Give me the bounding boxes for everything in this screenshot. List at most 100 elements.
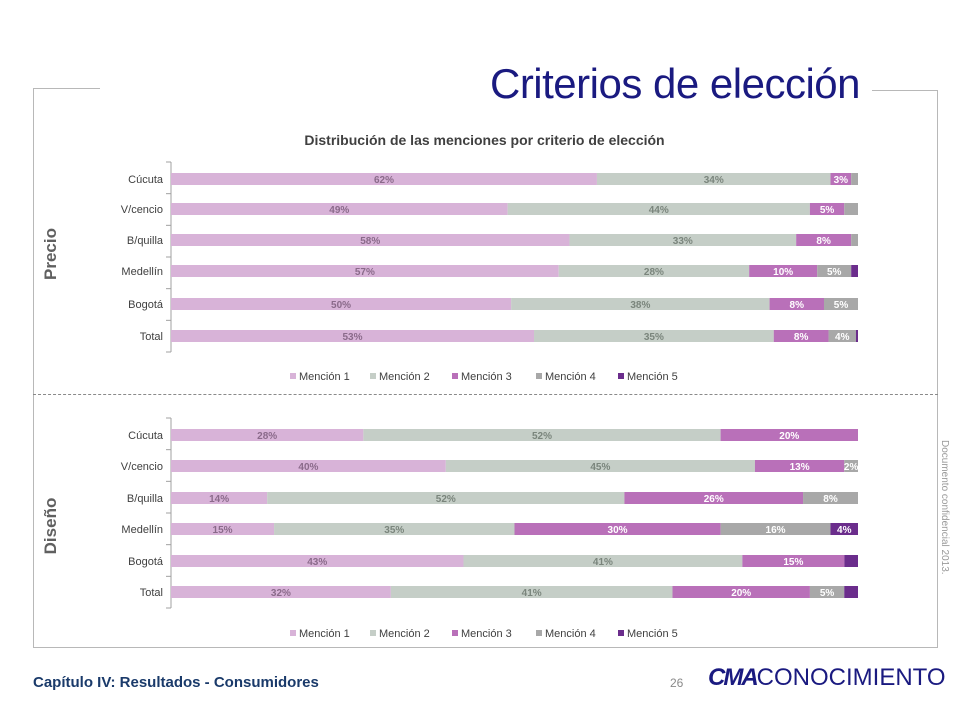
data-label: 33%	[673, 236, 693, 247]
legend-label: Mención 2	[379, 371, 430, 383]
frame-right-line	[937, 90, 938, 648]
legend-swatch	[290, 373, 296, 379]
data-label: 34%	[704, 175, 724, 186]
bar-segment	[390, 586, 673, 598]
data-label: 43%	[307, 557, 327, 568]
bar-segment	[844, 555, 858, 567]
logo-light-text: CONOCIMIENTO	[756, 664, 946, 691]
data-label: 52%	[436, 494, 456, 505]
legend-label: Mención 3	[461, 628, 512, 640]
bar-segment	[851, 173, 858, 185]
category-label: V/cencio	[121, 461, 163, 473]
legend-swatch	[290, 630, 296, 636]
data-label: 4%	[835, 332, 850, 343]
legend-label: Mención 4	[545, 371, 596, 383]
bar-segment	[855, 330, 858, 342]
data-label: 5%	[827, 267, 842, 278]
bar-segment	[844, 586, 858, 598]
bar-segment	[445, 460, 755, 472]
data-label: 52%	[532, 431, 552, 442]
data-label: 49%	[329, 205, 349, 216]
data-label: 62%	[374, 175, 394, 186]
bar-segment	[624, 492, 804, 504]
data-label: 15%	[783, 557, 803, 568]
bar-segment	[171, 265, 559, 277]
data-label: 41%	[593, 557, 613, 568]
confidential-note: Documento confidencial 2013.	[939, 440, 950, 575]
bar-segment	[171, 203, 508, 215]
legend-swatch	[536, 373, 542, 379]
bar-segment	[514, 523, 721, 535]
bar-segment	[171, 173, 597, 185]
category-label: V/cencio	[121, 204, 163, 216]
bar-segment	[809, 203, 845, 215]
data-label: 3%	[834, 175, 849, 186]
bar-segment	[171, 586, 391, 598]
data-label: 35%	[384, 525, 404, 536]
legend-label: Mención 5	[627, 628, 678, 640]
bar-segment	[803, 492, 858, 504]
bar-segment	[742, 555, 845, 567]
data-label: 14%	[209, 494, 229, 505]
logo-bold-text: CMA	[708, 664, 759, 691]
legend-swatch	[618, 373, 624, 379]
cma-logo: CMACONOCIMIENTO	[708, 664, 946, 692]
bar-segment	[769, 298, 824, 310]
data-label: 8%	[790, 300, 805, 311]
bar-segment	[773, 330, 829, 342]
category-label: Bogotá	[128, 299, 164, 311]
bar-segment	[171, 330, 535, 342]
category-label: Bogotá	[128, 556, 164, 568]
category-label: B/quilla	[127, 235, 164, 247]
bar-segment	[749, 265, 818, 277]
bar-segment	[844, 203, 858, 215]
data-label: 8%	[794, 332, 809, 343]
bar-segment	[569, 234, 797, 246]
footer-chapter: Capítulo IV: Resultados - Consumidores	[33, 674, 319, 691]
data-label: 8%	[823, 494, 838, 505]
page-title: Criterios de elección	[489, 60, 861, 107]
bar-segment	[851, 265, 858, 277]
category-label: Total	[140, 331, 163, 343]
bar-segment	[830, 523, 858, 535]
bar-segment	[830, 173, 852, 185]
data-label: 45%	[590, 462, 610, 473]
bar-segment	[171, 523, 275, 535]
data-label: 5%	[834, 300, 849, 311]
bar-segment	[363, 429, 721, 441]
bar-segment	[171, 298, 512, 310]
data-label: 26%	[704, 494, 724, 505]
legend-label: Mención 3	[461, 371, 512, 383]
section-divider	[33, 394, 938, 395]
legend-label: Mención 4	[545, 628, 596, 640]
data-label: 5%	[820, 205, 835, 216]
data-label: 41%	[522, 588, 542, 599]
data-label: 5%	[820, 588, 835, 599]
bar-segment	[823, 298, 858, 310]
frame-left-line	[33, 88, 34, 648]
data-label: 58%	[360, 236, 380, 247]
bar-segment	[720, 429, 858, 441]
legend-swatch	[536, 630, 542, 636]
bar-segment	[817, 265, 852, 277]
data-label: 4%	[837, 525, 852, 536]
bar-segment	[754, 460, 845, 472]
bar-segment	[463, 555, 743, 567]
legend-label: Mención 1	[299, 371, 350, 383]
bar-segment	[267, 492, 625, 504]
data-label: 2%	[844, 462, 859, 473]
page-number: 26	[670, 676, 684, 690]
category-label: Medellín	[121, 266, 163, 278]
data-label: 28%	[644, 267, 664, 278]
frame-top-right-line	[872, 90, 938, 91]
category-label: Medellín	[121, 524, 163, 536]
bar-segment	[511, 298, 770, 310]
category-label: B/quilla	[127, 493, 164, 505]
bar-segment	[851, 234, 858, 246]
data-label: 20%	[779, 431, 799, 442]
category-label: Total	[140, 587, 163, 599]
data-label: 38%	[630, 300, 650, 311]
bar-segment	[507, 203, 810, 215]
bar-segment	[596, 173, 831, 185]
